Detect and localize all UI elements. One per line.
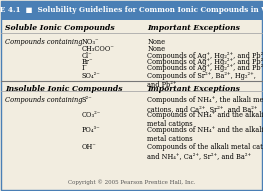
Text: CO₃²⁻: CO₃²⁻ — [82, 111, 101, 119]
Text: Cl⁻: Cl⁻ — [82, 52, 92, 60]
Text: Compounds of NH₄⁺, the alkali metal
cations, and Ca²⁺, Sr²⁺, and Ba²⁺: Compounds of NH₄⁺, the alkali metal cati… — [147, 96, 263, 113]
Text: SO₄²⁻: SO₄²⁻ — [82, 72, 100, 80]
Text: Compounds of Ag⁺, Hg₂²⁺, and Pb²⁺: Compounds of Ag⁺, Hg₂²⁺, and Pb²⁺ — [147, 52, 263, 60]
Text: PO₄³⁻: PO₄³⁻ — [82, 126, 100, 134]
Text: Br⁻: Br⁻ — [82, 58, 93, 66]
Text: Insoluble Ionic Compounds: Insoluble Ionic Compounds — [5, 85, 123, 93]
Text: Compounds of the alkali metal cations,
and NH₄⁺, Ca²⁺, Sr²⁺, and Ba²⁺: Compounds of the alkali metal cations, a… — [147, 143, 263, 160]
Text: Compounds containing: Compounds containing — [5, 96, 83, 104]
Text: Copyright © 2005 Pearson Prentice Hall, Inc.: Copyright © 2005 Pearson Prentice Hall, … — [68, 180, 195, 185]
FancyBboxPatch shape — [1, 1, 262, 20]
Text: Important Exceptions: Important Exceptions — [147, 24, 240, 32]
Text: S²⁻: S²⁻ — [82, 96, 92, 104]
Text: None: None — [147, 45, 165, 53]
Text: None: None — [147, 38, 165, 46]
Text: Compounds containing: Compounds containing — [5, 38, 83, 46]
Text: NO₃⁻: NO₃⁻ — [82, 38, 99, 46]
Text: TABLE 4.1  ■  Solubility Guidelines for Common Ionic Compounds in Water: TABLE 4.1 ■ Solubility Guidelines for Co… — [0, 6, 263, 14]
Text: CH₃COO⁻: CH₃COO⁻ — [82, 45, 114, 53]
Text: Compounds of NH₄⁺ and the alkali
metal cations: Compounds of NH₄⁺ and the alkali metal c… — [147, 126, 263, 143]
Text: Soluble Ionic Compounds: Soluble Ionic Compounds — [5, 24, 115, 32]
Text: Important Exceptions: Important Exceptions — [147, 85, 240, 93]
Text: Compounds of Ag⁺, Hg₂²⁺, and Pb²⁺: Compounds of Ag⁺, Hg₂²⁺, and Pb²⁺ — [147, 58, 263, 66]
Text: Compounds of NH₄⁺ and the alkali
metal cations: Compounds of NH₄⁺ and the alkali metal c… — [147, 111, 263, 128]
Text: OH⁻: OH⁻ — [82, 143, 96, 151]
Text: I⁻: I⁻ — [82, 64, 88, 72]
Text: Compounds of Ag⁺, Hg₂²⁺, and Pb²⁺: Compounds of Ag⁺, Hg₂²⁺, and Pb²⁺ — [147, 64, 263, 72]
Text: Compounds of Sr²⁺, Ba²⁺, Hg₂²⁺,
and Pb²⁺: Compounds of Sr²⁺, Ba²⁺, Hg₂²⁺, and Pb²⁺ — [147, 72, 256, 89]
